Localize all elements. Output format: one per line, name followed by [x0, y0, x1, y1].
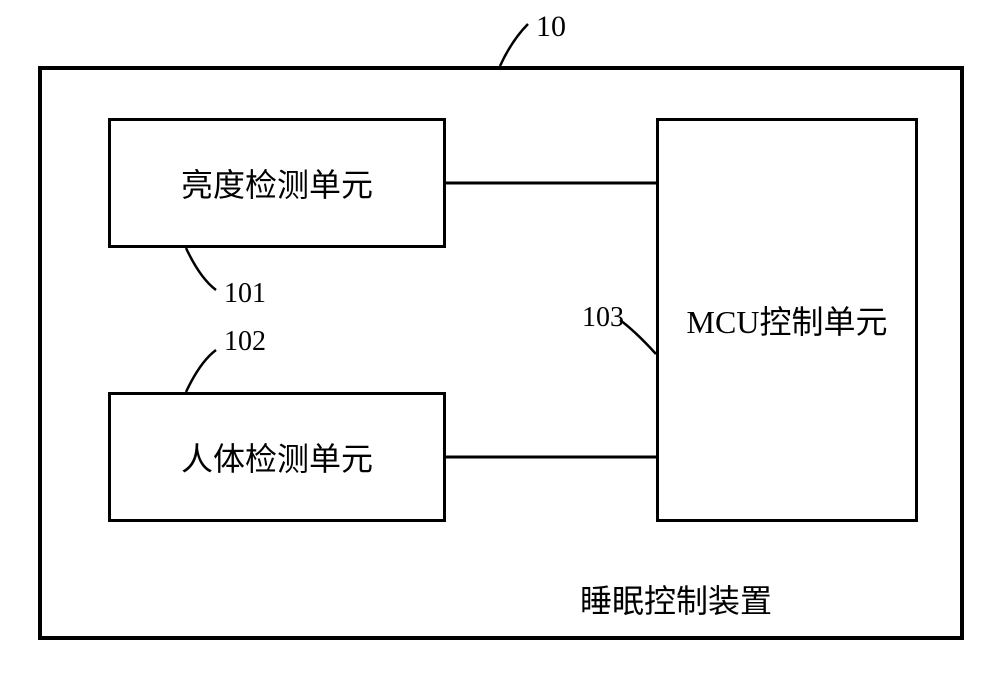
human-detection-unit-box: 人体检测单元: [108, 392, 446, 522]
mcu-control-unit-label: MCU控制单元: [687, 297, 888, 343]
human-detection-unit-label: 人体检测单元: [181, 434, 373, 480]
mcu-ref-number: 103: [582, 302, 624, 334]
diagram-canvas: 亮度检测单元 人体检测单元 MCU控制单元 睡眠控制装置 10 101 102 …: [0, 0, 1000, 673]
brightness-detection-unit-box: 亮度检测单元: [108, 118, 446, 248]
outer-ref-number: 10: [536, 10, 566, 44]
human-ref-number: 102: [224, 326, 266, 358]
mcu-control-unit-box: MCU控制单元: [656, 118, 918, 522]
brightness-ref-number: 101: [224, 278, 266, 310]
outer-container-label: 睡眠控制装置: [580, 576, 772, 622]
brightness-detection-unit-label: 亮度检测单元: [181, 160, 373, 206]
